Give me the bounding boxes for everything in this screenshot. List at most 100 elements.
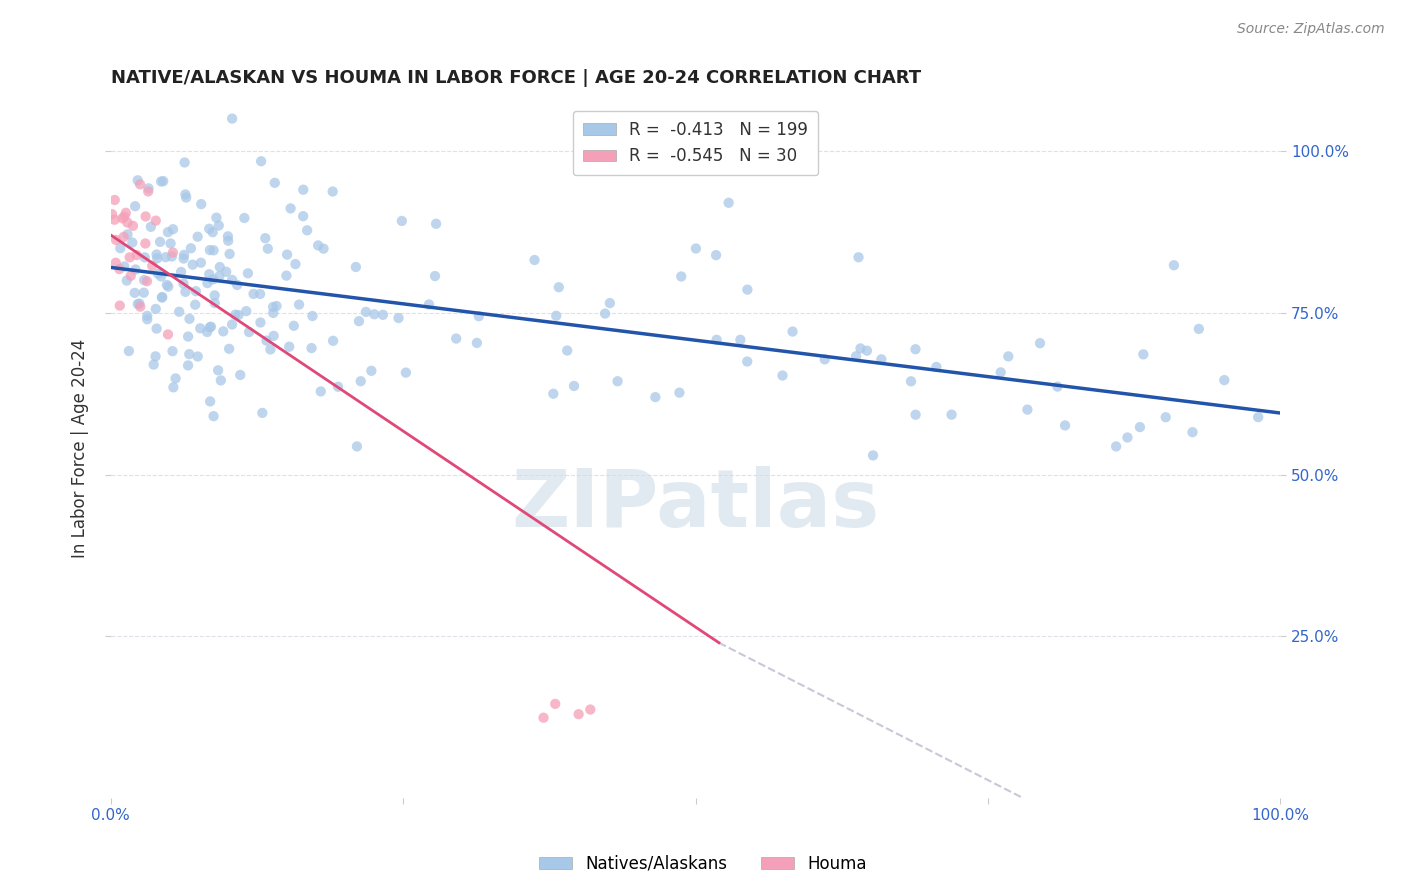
Point bbox=[145, 349, 167, 363]
Point bbox=[145, 301, 167, 316]
Point bbox=[124, 262, 146, 277]
Point bbox=[112, 230, 135, 244]
Point bbox=[108, 262, 131, 277]
Point bbox=[301, 341, 323, 355]
Point bbox=[150, 290, 173, 304]
Point bbox=[235, 304, 257, 318]
Point bbox=[221, 273, 243, 287]
Point bbox=[112, 210, 135, 224]
Point bbox=[1046, 379, 1069, 393]
Point bbox=[423, 268, 446, 283]
Point bbox=[124, 285, 146, 300]
Point bbox=[644, 390, 666, 404]
Point bbox=[295, 223, 318, 237]
Point bbox=[668, 385, 690, 400]
Point bbox=[1188, 322, 1211, 336]
Point bbox=[218, 247, 240, 261]
Point bbox=[276, 268, 298, 283]
Text: ZIPatlas: ZIPatlas bbox=[512, 466, 880, 543]
Point bbox=[217, 229, 239, 244]
Point bbox=[252, 406, 274, 420]
Point bbox=[180, 241, 202, 255]
Point bbox=[201, 225, 224, 239]
Point bbox=[136, 274, 159, 288]
Point bbox=[118, 251, 141, 265]
Point bbox=[249, 287, 271, 301]
Point bbox=[717, 195, 740, 210]
Point bbox=[162, 222, 184, 236]
Point bbox=[105, 233, 128, 247]
Point bbox=[177, 329, 200, 343]
Point bbox=[177, 359, 200, 373]
Legend: R =  -0.413   N = 199, R =  -0.545   N = 30: R = -0.413 N = 199, R = -0.545 N = 30 bbox=[572, 111, 818, 176]
Point bbox=[737, 283, 759, 297]
Point bbox=[142, 358, 165, 372]
Point bbox=[904, 343, 927, 357]
Point bbox=[208, 269, 231, 284]
Point bbox=[1029, 336, 1052, 351]
Point bbox=[198, 394, 221, 409]
Point bbox=[129, 178, 152, 192]
Point bbox=[111, 211, 134, 226]
Point bbox=[238, 325, 260, 339]
Point bbox=[523, 252, 546, 267]
Point bbox=[155, 250, 177, 264]
Point bbox=[941, 408, 963, 422]
Point bbox=[845, 349, 868, 363]
Point bbox=[157, 279, 180, 293]
Point bbox=[354, 305, 377, 319]
Point bbox=[205, 211, 228, 225]
Point bbox=[138, 181, 160, 195]
Point bbox=[226, 277, 249, 292]
Point bbox=[263, 329, 285, 343]
Point bbox=[218, 342, 240, 356]
Point bbox=[1129, 420, 1152, 434]
Point bbox=[283, 318, 305, 333]
Point bbox=[221, 318, 243, 332]
Point bbox=[104, 256, 127, 270]
Point bbox=[280, 202, 302, 216]
Point bbox=[136, 312, 159, 326]
Point bbox=[465, 335, 488, 350]
Point bbox=[215, 265, 238, 279]
Point bbox=[229, 368, 252, 382]
Point bbox=[221, 112, 243, 126]
Point bbox=[543, 386, 565, 401]
Point bbox=[706, 333, 728, 347]
Point bbox=[118, 344, 141, 359]
Point bbox=[579, 702, 602, 716]
Point bbox=[132, 285, 155, 300]
Point bbox=[262, 300, 284, 314]
Point bbox=[159, 236, 181, 251]
Point bbox=[184, 284, 207, 298]
Point bbox=[256, 242, 278, 256]
Point bbox=[904, 408, 927, 422]
Point bbox=[371, 308, 394, 322]
Point bbox=[312, 242, 335, 256]
Point bbox=[145, 321, 167, 335]
Point bbox=[322, 185, 344, 199]
Point bbox=[849, 342, 872, 356]
Point bbox=[387, 311, 409, 326]
Point bbox=[139, 219, 162, 234]
Point bbox=[599, 296, 621, 310]
Point bbox=[418, 297, 440, 311]
Point bbox=[162, 344, 184, 359]
Point bbox=[156, 277, 179, 292]
Point bbox=[179, 311, 201, 326]
Point bbox=[254, 231, 277, 245]
Point bbox=[197, 276, 219, 290]
Point bbox=[533, 711, 555, 725]
Point bbox=[174, 187, 197, 202]
Point bbox=[546, 309, 568, 323]
Point bbox=[468, 310, 491, 324]
Point bbox=[201, 272, 224, 286]
Point bbox=[150, 269, 173, 284]
Point bbox=[207, 363, 229, 377]
Point bbox=[127, 297, 149, 311]
Point bbox=[593, 307, 616, 321]
Point bbox=[233, 211, 256, 225]
Point bbox=[704, 248, 727, 262]
Point bbox=[425, 217, 447, 231]
Point bbox=[1154, 410, 1177, 425]
